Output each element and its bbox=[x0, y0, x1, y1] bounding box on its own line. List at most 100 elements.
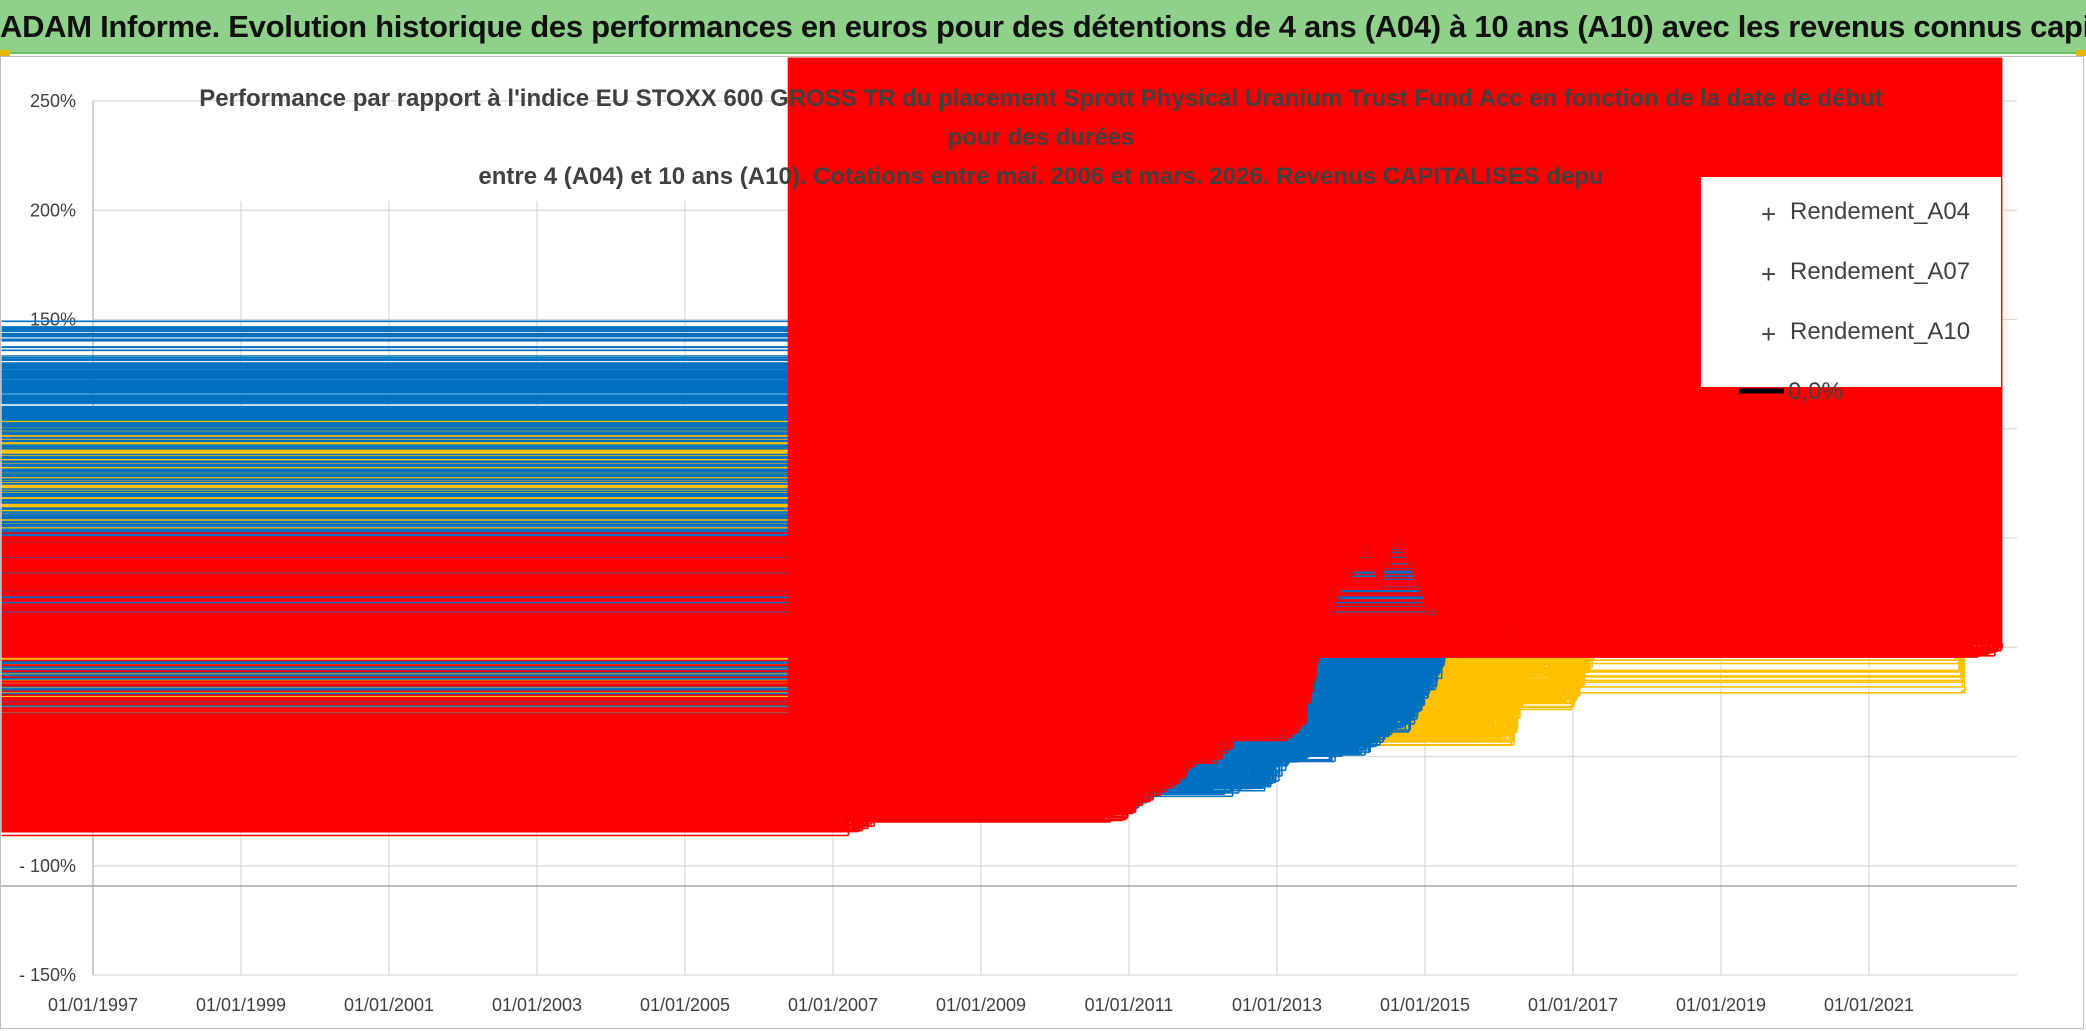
data-point bbox=[1287, 748, 1293, 754]
data-point bbox=[1361, 538, 1367, 544]
data-point bbox=[903, 804, 908, 810]
data-point bbox=[1421, 691, 1426, 697]
data-point bbox=[1273, 770, 1278, 775]
performance-chart: 250%200%150%100%50%0%- 50%- 100%- 150% 0… bbox=[1, 57, 2017, 1015]
data-point bbox=[843, 822, 849, 828]
y-tick-label: 200% bbox=[30, 200, 76, 220]
chart-title-line-1: Performance par rapport à l'indice EU ST… bbox=[199, 85, 1882, 112]
data-point bbox=[1435, 669, 1441, 675]
data-point bbox=[1539, 660, 1545, 666]
data-point bbox=[799, 796, 805, 802]
data-point bbox=[1435, 617, 1441, 622]
data-point bbox=[1939, 643, 1944, 649]
data-point bbox=[932, 796, 938, 802]
legend-marker-a04: + bbox=[1761, 199, 1776, 229]
x-tick-label: 01/01/2005 bbox=[640, 995, 730, 1015]
data-point bbox=[1273, 719, 1278, 725]
data-point bbox=[1480, 726, 1486, 732]
data-point bbox=[1347, 735, 1352, 740]
data-point bbox=[1302, 708, 1308, 714]
data-point bbox=[1317, 643, 1323, 649]
data-point bbox=[1332, 588, 1338, 594]
data-point bbox=[1583, 665, 1589, 671]
x-tick-label: 01/01/1997 bbox=[48, 995, 138, 1015]
data-point bbox=[1524, 643, 1530, 649]
data-point bbox=[1406, 555, 1412, 561]
report-title: ADAM Informe. Evolution historique des p… bbox=[0, 9, 2086, 44]
data-point bbox=[1110, 809, 1116, 815]
data-point bbox=[1184, 763, 1190, 769]
y-tick-label: - 100% bbox=[19, 856, 76, 876]
data-point bbox=[1524, 665, 1530, 671]
data-point bbox=[1391, 534, 1397, 539]
chart-title: Performance par rapport à l'indice EU ST… bbox=[199, 85, 1882, 190]
data-point bbox=[1791, 643, 1796, 649]
data-point bbox=[1435, 713, 1441, 719]
data-point bbox=[1154, 783, 1160, 789]
data-point bbox=[1347, 566, 1352, 572]
data-point bbox=[917, 800, 923, 806]
data-point bbox=[1051, 787, 1056, 793]
data-point bbox=[1258, 730, 1264, 736]
data-point bbox=[829, 813, 834, 819]
legend-marker-a10: + bbox=[1761, 319, 1776, 349]
x-tick-label: 01/01/2003 bbox=[492, 995, 582, 1015]
x-tick-labels: 01/01/1997 01/01/1999 01/01/2001 01/01/2003… bbox=[48, 995, 1914, 1015]
data-point bbox=[1509, 735, 1515, 740]
data-point bbox=[1717, 643, 1722, 649]
plot-area bbox=[1, 57, 2004, 837]
x-tick-label: 01/01/2007 bbox=[788, 995, 878, 1015]
x-tick-label: 01/01/2015 bbox=[1380, 995, 1470, 1015]
chart-title-line-2: pour des durées bbox=[948, 124, 1135, 151]
data-point bbox=[1169, 774, 1175, 780]
data-point bbox=[1228, 783, 1234, 789]
data-point bbox=[1228, 735, 1234, 740]
legend-background bbox=[1701, 177, 2001, 387]
data-point bbox=[1006, 804, 1012, 810]
data-point bbox=[1376, 577, 1382, 583]
data-point bbox=[1465, 632, 1471, 638]
data-point bbox=[1213, 778, 1219, 784]
banner-corner-left bbox=[0, 50, 10, 56]
data-point bbox=[888, 807, 894, 813]
data-point bbox=[1450, 708, 1456, 714]
data-point bbox=[1495, 719, 1500, 725]
data-point bbox=[1125, 804, 1130, 810]
data-point bbox=[1302, 748, 1308, 754]
data-point bbox=[1021, 791, 1027, 797]
data-point bbox=[1569, 697, 1574, 703]
data-point bbox=[1961, 687, 1967, 692]
data-point bbox=[1332, 752, 1338, 758]
data-point bbox=[1421, 599, 1426, 605]
chart-frame: 250% 200% 150% 100% 50% 0% - 50% - 100% - 150% 0… bbox=[0, 56, 2084, 1029]
data-point bbox=[1139, 791, 1145, 797]
data-point bbox=[1199, 774, 1204, 780]
data-point bbox=[1998, 643, 2004, 649]
data-point bbox=[1391, 719, 1397, 725]
data-point bbox=[1199, 741, 1204, 747]
data-point bbox=[1480, 621, 1486, 627]
data-point bbox=[1065, 796, 1071, 802]
data-point bbox=[814, 800, 820, 806]
legend-label-a04: Rendement_A04 bbox=[1790, 198, 1970, 225]
data-point bbox=[1243, 708, 1249, 714]
x-tick-label: 01/01/2009 bbox=[936, 995, 1026, 1015]
x-tick-label: 01/01/2011 bbox=[1085, 995, 1174, 1015]
data-point bbox=[1317, 741, 1323, 747]
chart-title-line-3: entre 4 (A04) et 10 ans (A10). Cotations… bbox=[478, 163, 1603, 190]
data-point bbox=[1080, 800, 1086, 806]
data-point bbox=[1287, 730, 1293, 736]
data-point bbox=[947, 800, 953, 806]
data-point bbox=[1243, 774, 1249, 780]
data-point bbox=[1495, 632, 1500, 638]
data-point bbox=[1095, 804, 1101, 810]
x-tick-label: 01/01/1999 bbox=[196, 995, 286, 1015]
data-point bbox=[858, 818, 864, 823]
legend-label-zero-line: 0,0% bbox=[1788, 378, 1843, 405]
x-tick-label: 01/01/2013 bbox=[1232, 995, 1322, 1015]
data-point bbox=[1569, 643, 1574, 649]
data-point bbox=[1554, 676, 1560, 681]
data-point bbox=[1865, 643, 1870, 649]
data-point bbox=[1361, 741, 1367, 747]
data-point bbox=[977, 796, 982, 802]
